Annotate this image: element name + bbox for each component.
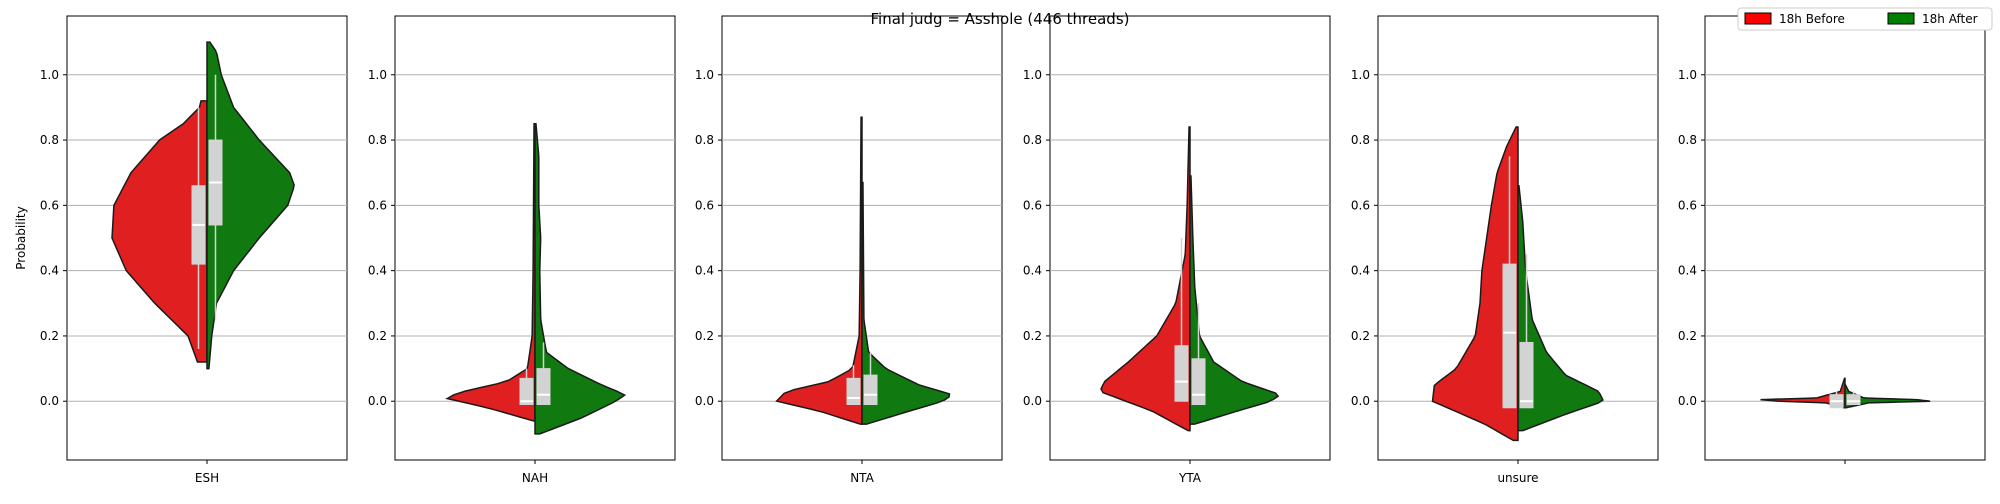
panels-layer: 0.0 0.2 0.4 0.6 0.8 1.0 ESH 0.0 0.2 0.4 0.6 0.8 1.0 N… xyxy=(14,15,1986,485)
box-after xyxy=(1191,358,1206,406)
violin-before-unsure xyxy=(1431,126,1519,442)
ytick-label: 1.0 xyxy=(40,68,59,82)
ytick-label: 1.0 xyxy=(695,68,714,82)
ytick-label: 0.6 xyxy=(40,198,59,212)
ytick-label: 0.6 xyxy=(368,198,387,212)
ytick-label: 0.2 xyxy=(1023,329,1042,343)
ytick-label: 0.0 xyxy=(1023,394,1042,408)
ytick-label: 0.4 xyxy=(40,264,59,278)
legend-frame xyxy=(1737,7,1993,31)
violin-before-ESH xyxy=(111,100,208,363)
ytick-label: 0.0 xyxy=(1351,394,1370,408)
violin-after-YTA xyxy=(1189,175,1280,425)
legend: 18h Before 18h After xyxy=(1737,7,1993,31)
box-before xyxy=(519,377,534,406)
ytick-label: 0.6 xyxy=(695,198,714,212)
box-before xyxy=(846,377,861,406)
ytick-label: 0.4 xyxy=(1678,264,1697,278)
xtick-label: NTA xyxy=(850,471,874,485)
box-after xyxy=(1846,394,1861,405)
ytick-label: 0.6 xyxy=(1678,198,1697,212)
ytick-label: 0.4 xyxy=(1351,264,1370,278)
ytick-label: 0.8 xyxy=(695,133,714,147)
panel-unlabeled: 0.0 0.2 0.4 0.6 0.8 1.0 xyxy=(1678,15,1986,464)
figure-suptitle: Final judg = Asshole (446 threads) xyxy=(871,10,1130,28)
ytick-label: 0.8 xyxy=(368,133,387,147)
box-after xyxy=(536,368,551,405)
ytick-label: 0.2 xyxy=(40,329,59,343)
panel-NAH: 0.0 0.2 0.4 0.6 0.8 1.0 NAH xyxy=(368,15,676,485)
ytick-label: 0.0 xyxy=(40,394,59,408)
ytick-label: 1.0 xyxy=(1023,68,1042,82)
panel-ESH: 0.0 0.2 0.4 0.6 0.8 1.0 ESH xyxy=(40,15,348,485)
xtick-label: NAH xyxy=(522,471,548,485)
ytick-label: 0.2 xyxy=(1678,329,1697,343)
panel-YTA: 0.0 0.2 0.4 0.6 0.8 1.0 YTA xyxy=(1023,15,1331,485)
ytick-label: 0.2 xyxy=(695,329,714,343)
xtick-label: unsure xyxy=(1497,471,1538,485)
legend-label: 18h Before xyxy=(1779,12,1845,26)
xtick-label: YTA xyxy=(1178,471,1202,485)
ytick-label: 1.0 xyxy=(1351,68,1370,82)
ytick-label: 0.2 xyxy=(368,329,387,343)
legend-swatch xyxy=(1887,12,1915,25)
ytick-label: 0.8 xyxy=(1351,133,1370,147)
ytick-label: 0.0 xyxy=(368,394,387,408)
xtick-label: ESH xyxy=(195,471,219,485)
panel-NTA: 0.0 0.2 0.4 0.6 0.8 1.0 NTA xyxy=(695,15,1003,485)
ytick-label: 1.0 xyxy=(1678,68,1697,82)
ytick-label: 0.2 xyxy=(1351,329,1370,343)
ytick-label: 0.8 xyxy=(40,133,59,147)
panel-unsure: 0.0 0.2 0.4 0.6 0.8 1.0 unsure xyxy=(1351,15,1659,485)
ytick-label: 0.0 xyxy=(1678,394,1697,408)
legend-swatch xyxy=(1744,12,1772,25)
ytick-label: 0.8 xyxy=(1678,133,1697,147)
box-before xyxy=(1502,263,1517,409)
violin-after-unsure xyxy=(1517,185,1604,432)
ylabel: Probability xyxy=(14,206,28,269)
ytick-label: 1.0 xyxy=(368,68,387,82)
ytick-label: 0.8 xyxy=(1023,133,1042,147)
box-after xyxy=(863,374,878,405)
box-after xyxy=(1519,341,1534,409)
legend-label: 18h After xyxy=(1922,12,1978,26)
box-before xyxy=(1174,345,1189,402)
ytick-label: 0.6 xyxy=(1351,198,1370,212)
ytick-label: 0.0 xyxy=(695,394,714,408)
ytick-label: 0.6 xyxy=(1023,198,1042,212)
ytick-label: 0.4 xyxy=(368,264,387,278)
ytick-label: 0.4 xyxy=(1023,264,1042,278)
ytick-label: 0.4 xyxy=(695,264,714,278)
